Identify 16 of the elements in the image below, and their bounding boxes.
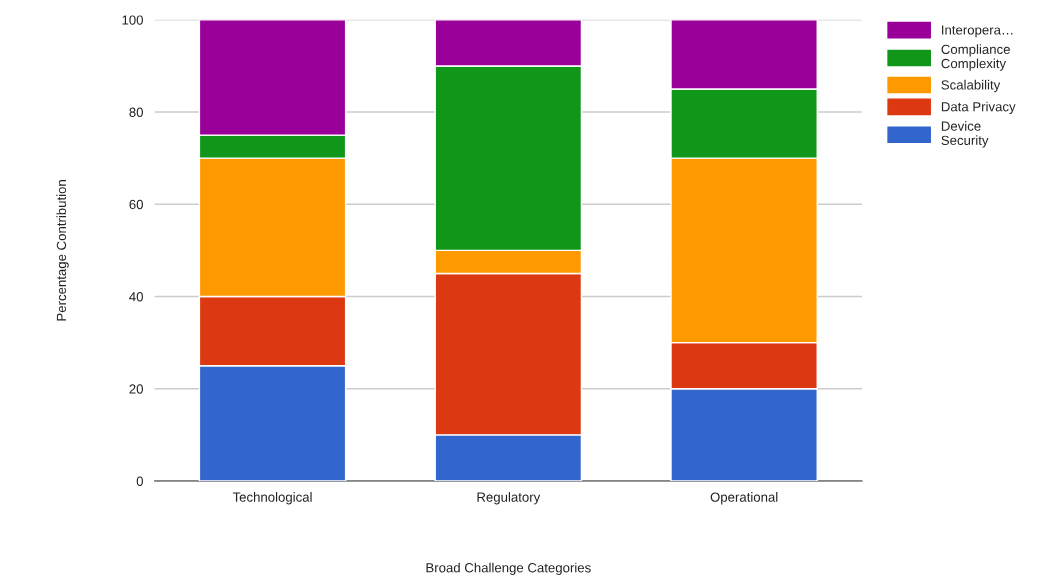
legend-label: Scalability <box>941 79 1001 93</box>
legend-label: Interopera… <box>942 25 1013 38</box>
y-tick-label: 60 <box>129 199 143 210</box>
x-tick-label: Regulatory <box>477 492 541 505</box>
y-tick-label: 100 <box>122 15 143 25</box>
y-axis-title: Percentage Contribution <box>56 180 69 321</box>
legend-label: Device Security <box>941 121 989 148</box>
x-axis-title: Broad Challenge Categories <box>426 562 591 576</box>
x-tick-label: Operational <box>710 492 778 505</box>
y-tick-label: 80 <box>129 107 143 117</box>
legend-label: Compliance Complexity <box>941 44 1010 71</box>
x-tick-label: Technological <box>232 492 312 505</box>
legend-label: Data Privacy <box>941 101 1016 114</box>
y-tick-label: 0 <box>136 476 143 486</box>
y-tick-label: 40 <box>129 292 143 302</box>
y-tick-label: 20 <box>129 384 143 394</box>
